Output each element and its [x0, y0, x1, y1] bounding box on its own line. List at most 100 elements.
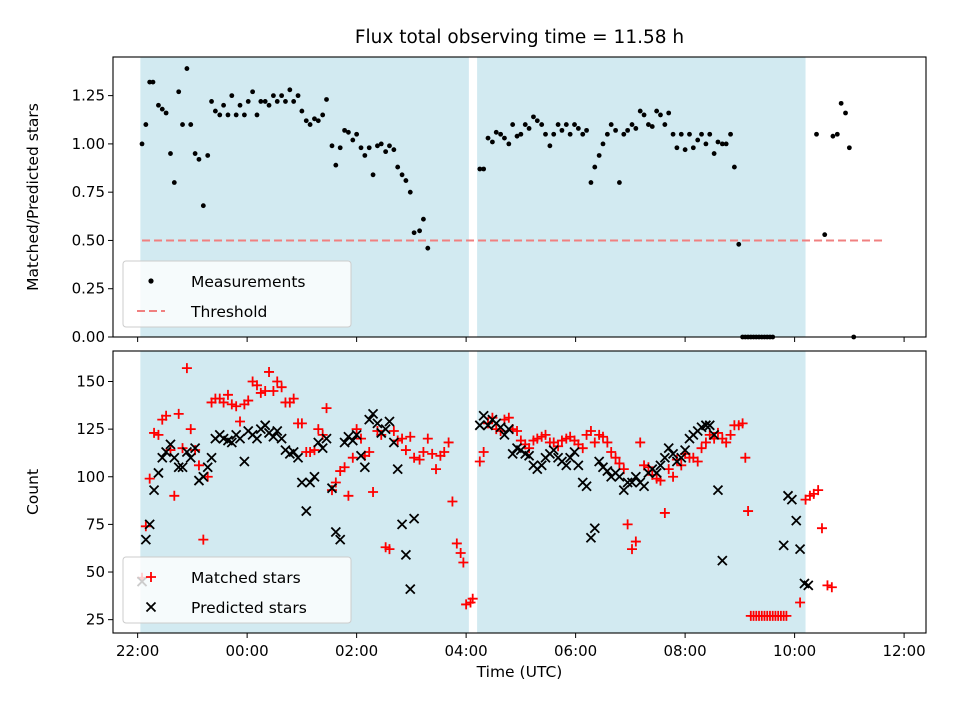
predicted-star-point — [396, 519, 408, 530]
predicted-star-point — [326, 483, 338, 494]
matched-star-point — [532, 433, 543, 444]
measurement-point — [736, 241, 742, 247]
measurement-point — [200, 203, 206, 209]
predicted-star-point — [148, 484, 160, 496]
y-tick-label: 125 — [76, 420, 105, 438]
predicted-star-point — [364, 414, 375, 425]
matched-star-point — [296, 418, 307, 429]
measurement-point — [399, 172, 405, 178]
matched-star-point — [478, 446, 489, 457]
measurement-point — [674, 145, 680, 151]
measurement-point — [411, 230, 417, 236]
matched-star-point — [226, 399, 237, 410]
measurement-point — [383, 149, 389, 155]
matched-star-point — [614, 458, 625, 469]
matched-star-point — [268, 386, 279, 397]
predicted-star-point — [581, 481, 592, 492]
y-tick-label: 0.00 — [72, 328, 105, 346]
predicted-star-point — [189, 443, 201, 454]
measurement-point — [192, 151, 198, 156]
measurement-point — [283, 99, 288, 104]
measurement-point — [180, 122, 185, 127]
predicted-star-point — [388, 437, 399, 448]
matched-star-point — [272, 376, 283, 387]
measurement-point — [477, 166, 483, 172]
measurement-point — [184, 66, 190, 71]
measurement-point — [346, 129, 351, 135]
measurement-point — [266, 102, 272, 108]
y-tick-label: 0.75 — [72, 183, 105, 201]
measurement-point — [307, 122, 313, 127]
legend-marker-measurements — [148, 278, 154, 284]
predicted-star-point — [667, 448, 679, 460]
matched-star-point — [400, 445, 411, 456]
measurement-point — [592, 164, 598, 170]
measurement-point — [690, 145, 696, 151]
predicted-star-point — [173, 462, 184, 473]
predicted-star-point — [507, 448, 518, 460]
measurement-point — [425, 245, 431, 251]
x-tick-label: 04:00 — [445, 642, 488, 660]
predicted-star-point — [630, 471, 641, 482]
measurement-point — [522, 122, 528, 127]
x-tick-label: 08:00 — [663, 642, 706, 660]
matched-star-point — [231, 401, 242, 412]
matched-star-point — [524, 443, 535, 454]
predicted-star-point — [317, 443, 328, 454]
measurement-point — [315, 118, 321, 124]
y-tick-label: 25 — [86, 611, 105, 629]
measurement-point — [354, 131, 360, 137]
plot-area — [136, 363, 837, 621]
matched-star-point — [235, 416, 246, 427]
predicted-star-point — [157, 452, 168, 463]
predicted-star-point — [296, 477, 308, 488]
measurement-point — [312, 116, 317, 122]
predicted-star-point — [313, 437, 324, 448]
matched-star-point — [173, 408, 184, 419]
predicted-star-point — [495, 422, 506, 433]
predicted-star-point — [803, 580, 814, 591]
matched-star-point — [431, 464, 442, 475]
measurement-point — [387, 143, 392, 149]
measurement-point — [156, 102, 161, 108]
matched-star-point — [610, 452, 621, 463]
predicted-star-point — [355, 450, 367, 461]
legend-marker-predicted — [145, 601, 157, 613]
predicted-star-point — [144, 519, 155, 530]
measurement-point — [490, 139, 495, 145]
measurement-point — [250, 89, 256, 95]
x-axis-label: Time (UTC) — [476, 663, 563, 681]
matched-star-point — [447, 496, 458, 507]
predicted-star-point — [626, 477, 638, 488]
predicted-star-point — [708, 429, 720, 440]
measurement-point — [670, 131, 676, 137]
predicted-star-point — [392, 463, 403, 475]
matched-star-point — [255, 387, 266, 398]
x-tick-label: 12:00 — [882, 642, 925, 660]
measurement-point — [168, 151, 173, 156]
matched-star-point — [467, 593, 478, 604]
predicted-star-point — [408, 513, 420, 524]
measurement-point — [830, 133, 836, 139]
axes-frame — [112, 56, 927, 338]
measurement-point — [212, 108, 218, 114]
y-tick-label: 100 — [76, 468, 105, 486]
predicted-star-point — [503, 423, 514, 435]
measurement-point — [572, 122, 577, 127]
measurement-point — [559, 127, 565, 133]
legend-label: Threshold — [190, 303, 267, 321]
matched-star-point — [422, 433, 433, 444]
matched-star-point — [781, 610, 792, 621]
measurement-point — [514, 133, 520, 139]
measurement-point — [539, 122, 545, 127]
measurement-point — [196, 156, 202, 162]
star-count-panel: 25 50 75 100 125 150 22:00 00:00 02:00 04:00 06:00… — [24, 350, 927, 681]
measurement-point — [391, 147, 397, 153]
measurement-point — [337, 145, 343, 151]
matched-star-point — [813, 485, 824, 496]
measurement-point — [687, 131, 692, 137]
predicted-star-point — [622, 477, 633, 488]
predicted-star-point — [523, 450, 535, 461]
legend: Measurements Threshold — [122, 260, 352, 328]
measurement-point — [362, 153, 368, 158]
